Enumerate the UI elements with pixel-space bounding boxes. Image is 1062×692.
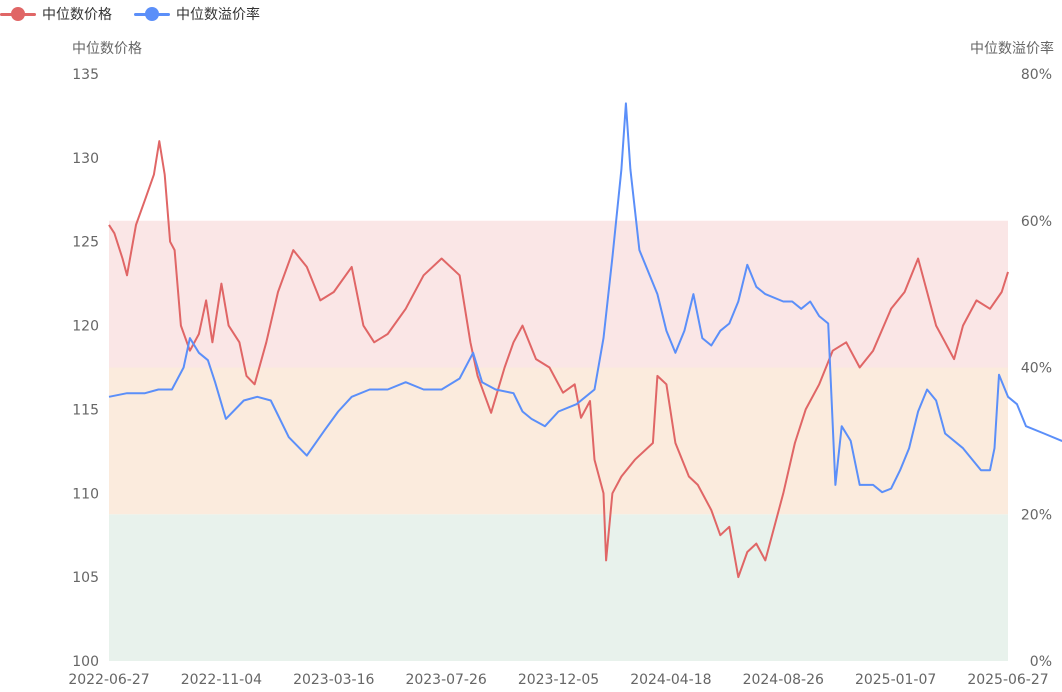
chart-legend: 中位数价格 中位数溢价率 — [0, 4, 260, 24]
y-right-tick-3: 60% — [1021, 214, 1052, 230]
band-2 — [109, 220, 1008, 368]
y-right-tick-2: 40% — [1021, 361, 1052, 377]
x-tick-4: 2023-12-05 — [518, 672, 599, 688]
y-right-tick-1: 20% — [1021, 507, 1052, 523]
x-tick-8: 2025-06-27 — [967, 672, 1048, 688]
series-line-1 — [108, 102, 1062, 494]
legend-item-price[interactable]: 中位数价格 — [0, 4, 112, 24]
x-tick-2: 2023-03-16 — [293, 672, 374, 688]
legend-swatch-price — [0, 7, 36, 21]
y-left-tick-6: 130 — [72, 151, 99, 167]
y-right-tick-4: 80% — [1021, 67, 1052, 83]
y-left-tick-0: 100 — [72, 654, 99, 670]
series-line-0 — [108, 140, 1009, 579]
y-right-axis-title: 中位数溢价率 — [970, 41, 1054, 57]
y-left-axis-title: 中位数价格 — [72, 41, 142, 57]
y-left-tick-5: 125 — [72, 235, 99, 251]
band-1 — [109, 367, 1008, 515]
legend-label-price: 中位数价格 — [42, 7, 112, 23]
legend-dot-price — [11, 7, 25, 21]
legend-dot-premium — [145, 7, 159, 21]
y-left-tick-3: 115 — [72, 402, 99, 418]
x-tick-6: 2024-08-26 — [743, 672, 824, 688]
band-0 — [109, 514, 1008, 661]
y-left-tick-4: 120 — [72, 319, 99, 335]
legend-item-premium[interactable]: 中位数溢价率 — [134, 4, 260, 24]
x-tick-3: 2023-07-26 — [405, 672, 486, 688]
y-left-tick-7: 135 — [72, 67, 99, 83]
x-tick-0: 2022-06-27 — [68, 672, 149, 688]
x-tick-1: 2022-11-04 — [181, 672, 262, 688]
x-tick-7: 2025-01-07 — [855, 672, 936, 688]
y-right-tick-0: 0% — [1030, 654, 1052, 670]
y-left-tick-1: 105 — [72, 570, 99, 586]
x-tick-5: 2024-04-18 — [630, 672, 711, 688]
legend-swatch-premium — [134, 7, 170, 21]
legend-label-premium: 中位数溢价率 — [176, 7, 260, 23]
y-left-tick-2: 110 — [72, 486, 99, 502]
